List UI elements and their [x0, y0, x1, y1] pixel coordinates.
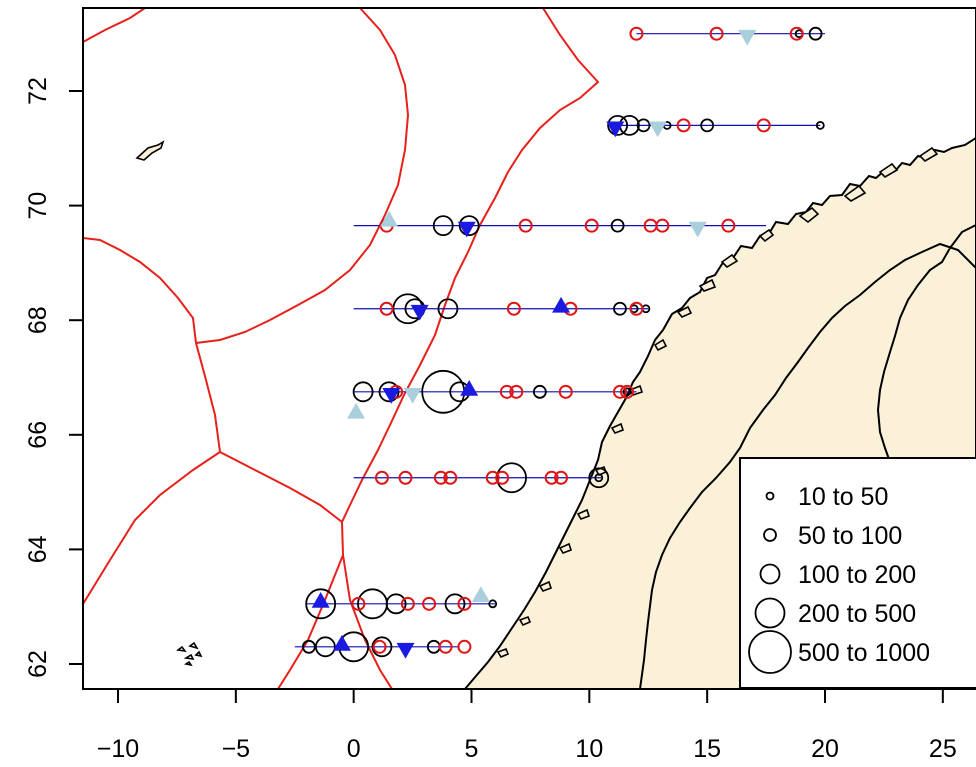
lightblue-up-triangle-marker	[472, 586, 490, 602]
blue-up-triangle-marker	[333, 635, 351, 651]
x-tick-label: 10	[575, 735, 603, 763]
legend-label: 100 to 200	[798, 561, 916, 589]
blue-down-triangle-marker	[397, 643, 415, 659]
lightblue-down-triangle-marker	[738, 30, 756, 46]
legend-label: 50 to 100	[798, 522, 902, 550]
x-tick-label: 25	[929, 735, 957, 763]
legend-label: 200 to 500	[798, 600, 916, 628]
lightblue-down-triangle-marker	[404, 388, 422, 404]
y-tick-label: 68	[24, 306, 52, 334]
red-circle-marker	[458, 641, 470, 653]
faroe-islands	[178, 643, 201, 665]
y-tick-label: 62	[24, 650, 52, 678]
lightblue-down-triangle-marker	[649, 121, 667, 137]
y-tick-label: 70	[24, 192, 52, 220]
y-axis: 62 64 66 68 70 72	[24, 77, 83, 678]
legend-label: 500 to 1000	[798, 639, 930, 667]
x-tick-label: 20	[811, 735, 839, 763]
x-tick-label: 5	[465, 735, 479, 763]
lightblue-down-triangle-marker	[689, 222, 707, 238]
legend-label: 10 to 50	[798, 483, 888, 511]
eez-borders	[83, 8, 598, 689]
x-axis: −10 −5 0 5 10 15 20 25	[97, 689, 976, 763]
x-tick-label: −5	[222, 735, 251, 763]
y-tick-label: 64	[24, 535, 52, 563]
y-tick-label: 66	[24, 421, 52, 449]
x-tick-label: −10	[97, 735, 139, 763]
legend: 10 to 50 50 to 100 100 to 200 200 to 500 500…	[740, 458, 976, 688]
lightblue-up-triangle-marker	[347, 403, 365, 419]
x-tick-label: 0	[347, 735, 361, 763]
x-tick-label: 15	[693, 735, 721, 763]
y-tick-label: 72	[24, 77, 52, 105]
jan-mayen-island	[137, 142, 163, 160]
